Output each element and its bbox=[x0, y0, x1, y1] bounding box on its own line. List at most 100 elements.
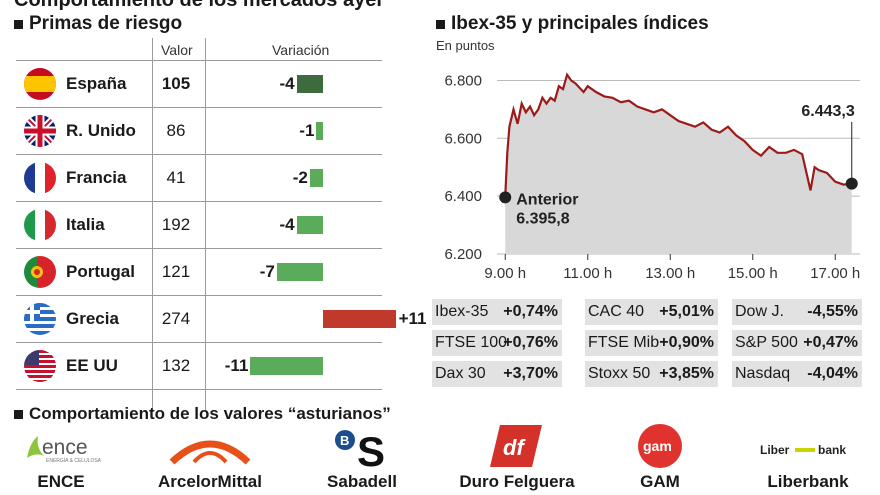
change-label: -7 bbox=[259, 262, 275, 281]
close-value-label: 6.443,3 bbox=[801, 103, 854, 120]
risk-row: Grecia 274 +11 bbox=[16, 295, 427, 342]
index-name: CAC 40 bbox=[588, 303, 645, 320]
change-label: -4 bbox=[279, 74, 295, 93]
company-name: Sabadell bbox=[327, 472, 397, 491]
risk-title-text: Primas de riesgo bbox=[29, 13, 183, 34]
company-name: Duro Felguera bbox=[459, 472, 575, 491]
index-cell: FTSE 100 +0,76% bbox=[432, 330, 562, 356]
change-bar bbox=[323, 310, 396, 328]
liberbank-logo: Liber bank bbox=[760, 440, 852, 462]
index-cell: Dow J. -4,55% bbox=[732, 299, 862, 325]
index-name: Dow J. bbox=[735, 303, 784, 320]
index-name: Nasdaq bbox=[735, 365, 791, 382]
y-tick-label: 6.400 bbox=[444, 188, 482, 205]
index-name: S&P 500 bbox=[735, 334, 798, 351]
risk-row: Francia 41 -2 bbox=[16, 154, 382, 201]
risk-row: Portugal 121 -7 bbox=[16, 248, 382, 295]
x-tick-label: 13.00 h bbox=[645, 265, 695, 282]
change-bar bbox=[309, 169, 323, 187]
index-name: Stoxx 50 bbox=[588, 365, 651, 382]
change-bar bbox=[316, 122, 323, 140]
company-name: ENCE bbox=[37, 472, 85, 491]
previous-close-marker bbox=[499, 191, 512, 204]
greece-flag-icon bbox=[24, 303, 56, 335]
risk-value: 105 bbox=[161, 74, 191, 93]
change-column-header: Variación bbox=[272, 42, 330, 58]
index-cell: Dax 30 +3,70% bbox=[432, 361, 562, 387]
previous-value-label: 6.395,8 bbox=[516, 210, 569, 227]
x-tick-label: 11.00 h bbox=[563, 265, 612, 282]
svg-text:gam: gam bbox=[643, 438, 672, 454]
risk-value: 192 bbox=[161, 215, 191, 234]
uk-flag-icon bbox=[24, 115, 56, 147]
index-change: +0,76% bbox=[503, 334, 558, 351]
company-name: ArcelorMittal bbox=[158, 472, 262, 491]
country-name: Portugal bbox=[66, 262, 135, 281]
ibex-area bbox=[505, 74, 852, 254]
risk-value: 86 bbox=[166, 121, 186, 140]
y-tick-label: 6.200 bbox=[444, 246, 482, 263]
risk-value: 132 bbox=[161, 356, 191, 375]
spain-flag-icon bbox=[24, 68, 56, 100]
column-divider bbox=[205, 38, 206, 412]
risk-section-title: Primas de riesgo bbox=[14, 13, 182, 35]
change-bar bbox=[250, 357, 323, 375]
risk-row: EE UU 132 -11 bbox=[16, 342, 382, 390]
index-name: FTSE 100 bbox=[435, 334, 508, 351]
index-change: +5,01% bbox=[659, 303, 714, 320]
index-name: FTSE Mib bbox=[588, 334, 660, 351]
index-change: -4,55% bbox=[807, 303, 858, 320]
country-name: R. Unido bbox=[66, 121, 136, 140]
risk-row: Italia 192 -4 bbox=[16, 201, 382, 248]
companies-section-title: Comportamiento de los valores “asturiano… bbox=[14, 404, 391, 424]
index-change: +0,74% bbox=[503, 303, 558, 320]
index-cell: Ibex-35 +0,74% bbox=[432, 299, 562, 325]
index-cell: S&P 500 +0,47% bbox=[732, 330, 862, 356]
arcelormittal-logo bbox=[168, 432, 252, 468]
index-change: +3,85% bbox=[659, 365, 714, 382]
change-label: -2 bbox=[292, 168, 308, 187]
svg-text:Liber: Liber bbox=[760, 443, 790, 457]
ence-logo: ence ENERGÍA & CELULOSA bbox=[24, 430, 124, 464]
usa-flag-icon bbox=[24, 350, 56, 382]
index-cell: CAC 40 +5,01% bbox=[585, 299, 718, 325]
country-name: Grecia bbox=[66, 309, 119, 328]
index-cell: FTSE Mib +0,90% bbox=[585, 330, 718, 356]
x-tick-label: 9.00 h bbox=[484, 265, 526, 282]
country-name: Italia bbox=[66, 215, 105, 234]
change-bar bbox=[296, 216, 323, 234]
risk-value: 274 bbox=[161, 309, 191, 328]
svg-text:B: B bbox=[340, 433, 349, 448]
square-bullet-icon bbox=[436, 19, 445, 29]
index-name: Dax 30 bbox=[435, 365, 486, 382]
svg-text:ence: ence bbox=[42, 436, 88, 459]
company-name: GAM bbox=[640, 472, 680, 491]
change-label: -4 bbox=[279, 215, 295, 234]
companies-title-text: Comportamiento de los valores “asturiano… bbox=[29, 404, 391, 423]
risk-row: España 105 -4 bbox=[16, 60, 382, 107]
y-tick-label: 6.600 bbox=[444, 130, 482, 147]
change-label: -11 bbox=[224, 356, 249, 375]
close-marker bbox=[845, 177, 858, 190]
square-bullet-icon bbox=[14, 19, 23, 29]
index-change: +0,47% bbox=[803, 334, 858, 351]
ibex-title-text: Ibex-35 y principales índices bbox=[451, 13, 709, 34]
country-name: Francia bbox=[66, 168, 127, 187]
index-name: Ibex-35 bbox=[435, 303, 489, 320]
change-bar bbox=[296, 75, 323, 93]
x-tick-label: 17.00 h bbox=[810, 265, 860, 282]
svg-text:ENERGÍA & CELULOSA: ENERGÍA & CELULOSA bbox=[46, 457, 102, 464]
change-label: -1 bbox=[299, 121, 315, 140]
ibex-chart: En puntos 6.200 6.400 6.600 6.800 9.00 h 11.00… bbox=[430, 36, 880, 286]
country-name: España bbox=[66, 74, 127, 93]
italy-flag-icon bbox=[24, 209, 56, 241]
company-name: Liberbank bbox=[767, 472, 849, 491]
france-flag-icon bbox=[24, 162, 56, 194]
page-title: Comportamiento de los mercados ayer bbox=[14, 0, 385, 11]
x-tick-label: 15.00 h bbox=[728, 265, 778, 282]
index-change: +0,90% bbox=[659, 334, 714, 351]
svg-text:S: S bbox=[357, 428, 385, 468]
value-column-header: Valor bbox=[161, 42, 193, 58]
y-tick-label: 6.800 bbox=[444, 72, 482, 89]
square-bullet-icon bbox=[14, 409, 23, 419]
